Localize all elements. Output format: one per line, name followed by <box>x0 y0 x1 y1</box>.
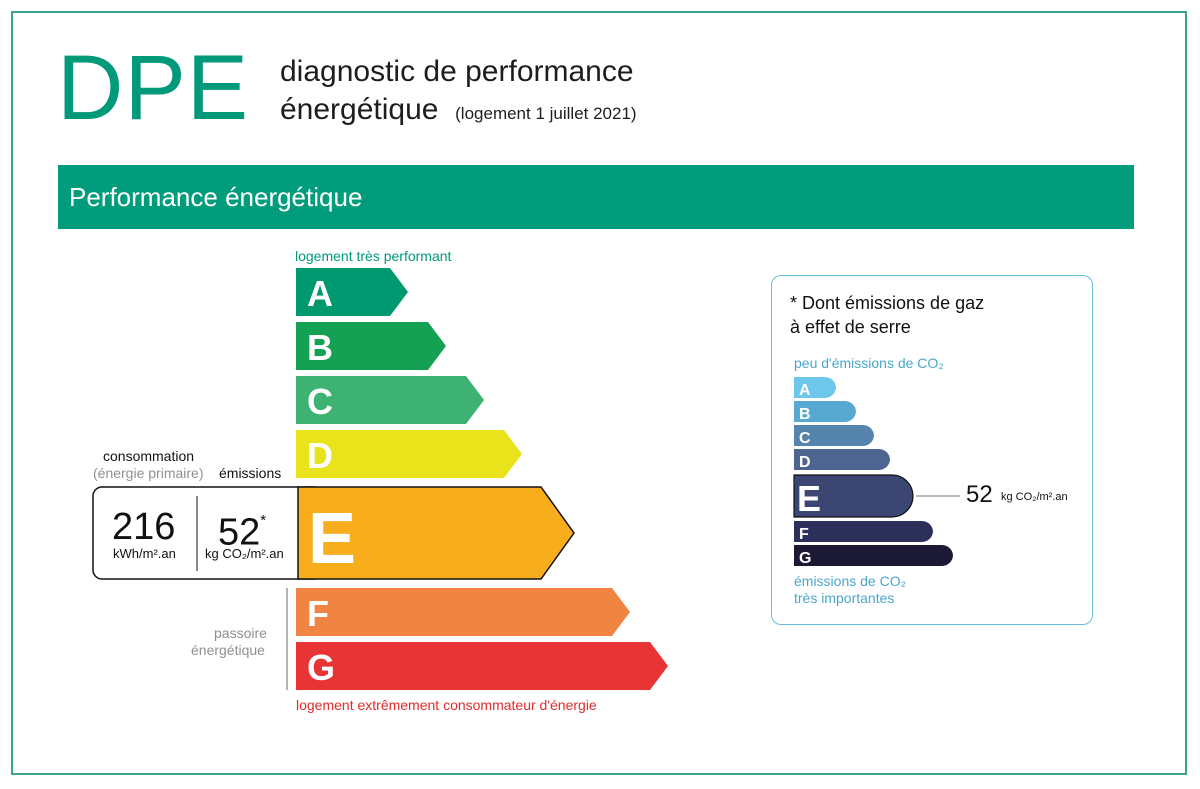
class-d-letter: D <box>307 435 333 476</box>
ghg-class-b-shape <box>794 401 856 422</box>
class-a-letter: A <box>307 273 333 314</box>
ghg-class-a-letter: A <box>799 382 811 399</box>
title-line-2-text: énergétique <box>280 93 439 126</box>
ghg-panel <box>771 275 1093 625</box>
ghg-class-f-letter: F <box>799 526 809 543</box>
class-g-letter: G <box>307 647 335 688</box>
page-frame <box>11 11 1187 775</box>
ghg-class-f-bar: F <box>794 521 933 543</box>
class-g-bar: G <box>296 642 668 690</box>
ghg-class-a-shape <box>794 377 836 398</box>
class-c-arrow <box>296 376 484 424</box>
ghg-class-b-bar: B <box>794 401 856 423</box>
ghg-class-a-bar: A <box>794 377 836 399</box>
title-note: (logement 1 juillet 2021) <box>455 104 637 123</box>
class-c-bar: C <box>296 376 484 424</box>
ghg-class-g-shape <box>794 545 953 566</box>
emissions-number: 52 <box>218 511 261 554</box>
class-f-arrow <box>296 588 630 636</box>
class-e-letter: E <box>308 499 356 579</box>
ghg-class-f-shape <box>794 521 933 542</box>
ghg-class-d-shape <box>794 449 890 470</box>
passoire-label-2: énergétique <box>191 642 265 658</box>
ghg-top-label: peu d'émissions de CO₂ <box>794 355 944 371</box>
class-d-bar: D <box>296 430 522 478</box>
consumption-value: 216 <box>112 506 176 548</box>
title-line-2: énergétique (logement 1 juillet 2021) <box>280 94 637 130</box>
emissions-label: émissions <box>219 465 282 481</box>
class-b-letter: B <box>307 327 333 368</box>
ghg-class-e-shape <box>793 474 914 518</box>
class-b-arrow <box>296 322 446 370</box>
class-a-arrow <box>296 268 408 316</box>
ghg-class-g-letter: G <box>799 550 811 567</box>
consumption-sublabel: (énergie primaire) <box>93 465 204 481</box>
ghg-value: 52 <box>966 481 993 508</box>
ghg-note-line-1: * Dont émissions de gaz <box>790 293 985 313</box>
consumption-unit: kWh/m².an <box>113 546 176 561</box>
ghg-note-line-2: à effet de serre <box>790 317 911 337</box>
ghg-class-c-bar: C <box>794 425 874 447</box>
class-e-arrow <box>297 486 575 580</box>
emissions-value: 52* <box>218 507 266 553</box>
class-d-arrow <box>296 430 522 478</box>
class-e-bar: E <box>297 486 575 580</box>
class-f-letter: F <box>307 593 329 634</box>
passoire-label-1: passoire <box>214 625 267 641</box>
section-banner: Performance énergétique <box>58 165 1134 229</box>
class-a-bar: A <box>296 268 408 316</box>
ghg-class-d-bar: D <box>794 449 890 471</box>
emissions-unit: kg CO₂/m².an <box>205 546 284 561</box>
section-title: Performance énergétique <box>69 182 363 212</box>
consumption-label: consommation <box>103 448 195 464</box>
ghg-class-e-bar: E <box>793 474 914 519</box>
ghg-unit: kg CO₂/m².an <box>1001 491 1068 503</box>
class-g-arrow <box>296 642 668 690</box>
ghg-class-e-letter: E <box>797 478 821 519</box>
ghg-class-b-letter: B <box>799 406 811 423</box>
emissions-star: * <box>260 512 267 529</box>
scale-bottom-label: logement extrêmement consommateur d'éner… <box>296 697 597 713</box>
class-b-bar: B <box>296 322 446 370</box>
scale-top-label: logement très performant <box>295 248 452 264</box>
class-c-letter: C <box>307 381 333 422</box>
dpe-logo: DPE <box>57 37 250 139</box>
ghg-class-g-bar: G <box>794 545 953 567</box>
title-line-1: diagnostic de performance <box>280 55 634 88</box>
class-f-bar: F <box>296 588 630 636</box>
ghg-bottom-label-2: très importantes <box>794 590 895 606</box>
ghg-bottom-label-1: émissions de CO₂ <box>794 573 907 589</box>
ghg-class-c-letter: C <box>799 430 811 447</box>
ghg-class-d-letter: D <box>799 454 811 471</box>
ghg-class-c-shape <box>794 425 874 446</box>
